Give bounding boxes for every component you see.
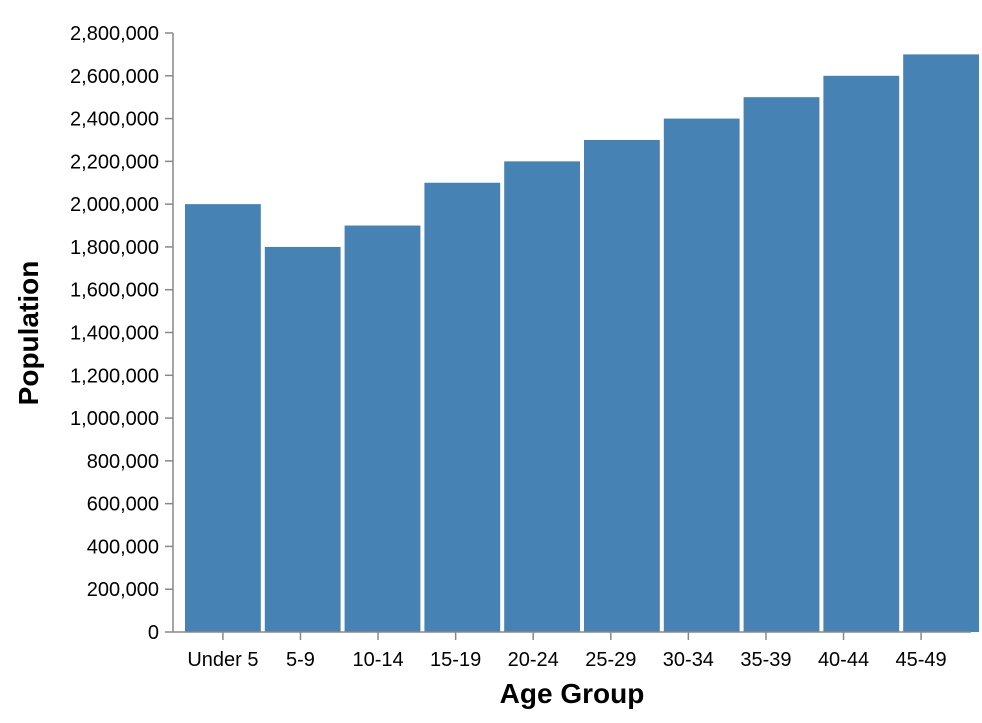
bar-20-24	[504, 161, 580, 633]
x-tick-label: 5-9	[286, 649, 315, 671]
y-axis: 0 200,000 400,000 600,000 800,000 1,000,000 1,…	[70, 23, 174, 644]
x-tick-label: 10-14	[352, 649, 403, 671]
y-tick-label: 0	[148, 622, 159, 644]
y-tick-label: 800,000	[87, 451, 159, 473]
y-tick-label: 1,000,000	[70, 408, 159, 430]
bar-30-34	[663, 118, 740, 632]
y-tick-label: 2,200,000	[70, 151, 159, 173]
x-tick-label: 40-44	[818, 649, 869, 671]
x-tick-label: 25-29	[585, 649, 636, 671]
x-axis: Under 5 5-9 10-14 15-19 20-24 25-29 30-34 35-39…	[173, 631, 971, 671]
y-tick-label: 400,000	[87, 536, 159, 558]
y-axis-title: Population	[13, 261, 44, 406]
y-tick-label: 1,400,000	[70, 323, 159, 345]
y-tick-label: 1,800,000	[70, 237, 159, 259]
bar-45-49	[903, 54, 979, 632]
bar-40-44	[823, 75, 900, 633]
bar-25-29	[584, 139, 660, 632]
y-tick-label: 600,000	[87, 494, 159, 516]
x-tick-label: 45-49	[896, 649, 947, 671]
bar-under-5	[185, 204, 261, 632]
y-tick-label: 2,000,000	[70, 194, 159, 216]
bar-10-14	[344, 225, 421, 633]
y-tick-label: 1,600,000	[70, 280, 159, 302]
bars-group	[185, 54, 979, 633]
bar-5-9	[264, 246, 341, 632]
y-tick-label: 2,600,000	[70, 66, 159, 88]
x-tick-label: 35-39	[740, 649, 791, 671]
y-tick-label: 200,000	[87, 579, 159, 601]
x-tick-label: 20-24	[508, 649, 559, 671]
y-tick-label: 2,800,000	[70, 23, 159, 45]
x-axis-title: Age Group	[500, 678, 645, 709]
bar-35-39	[743, 97, 820, 633]
y-tick-label: 1,200,000	[70, 365, 159, 387]
bar-15-19	[424, 182, 501, 632]
y-tick-label: 2,400,000	[70, 109, 159, 131]
x-tick-label: Under 5	[187, 649, 258, 671]
x-tick-label: 15-19	[430, 649, 481, 671]
x-tick-label: 30-34	[663, 649, 714, 671]
